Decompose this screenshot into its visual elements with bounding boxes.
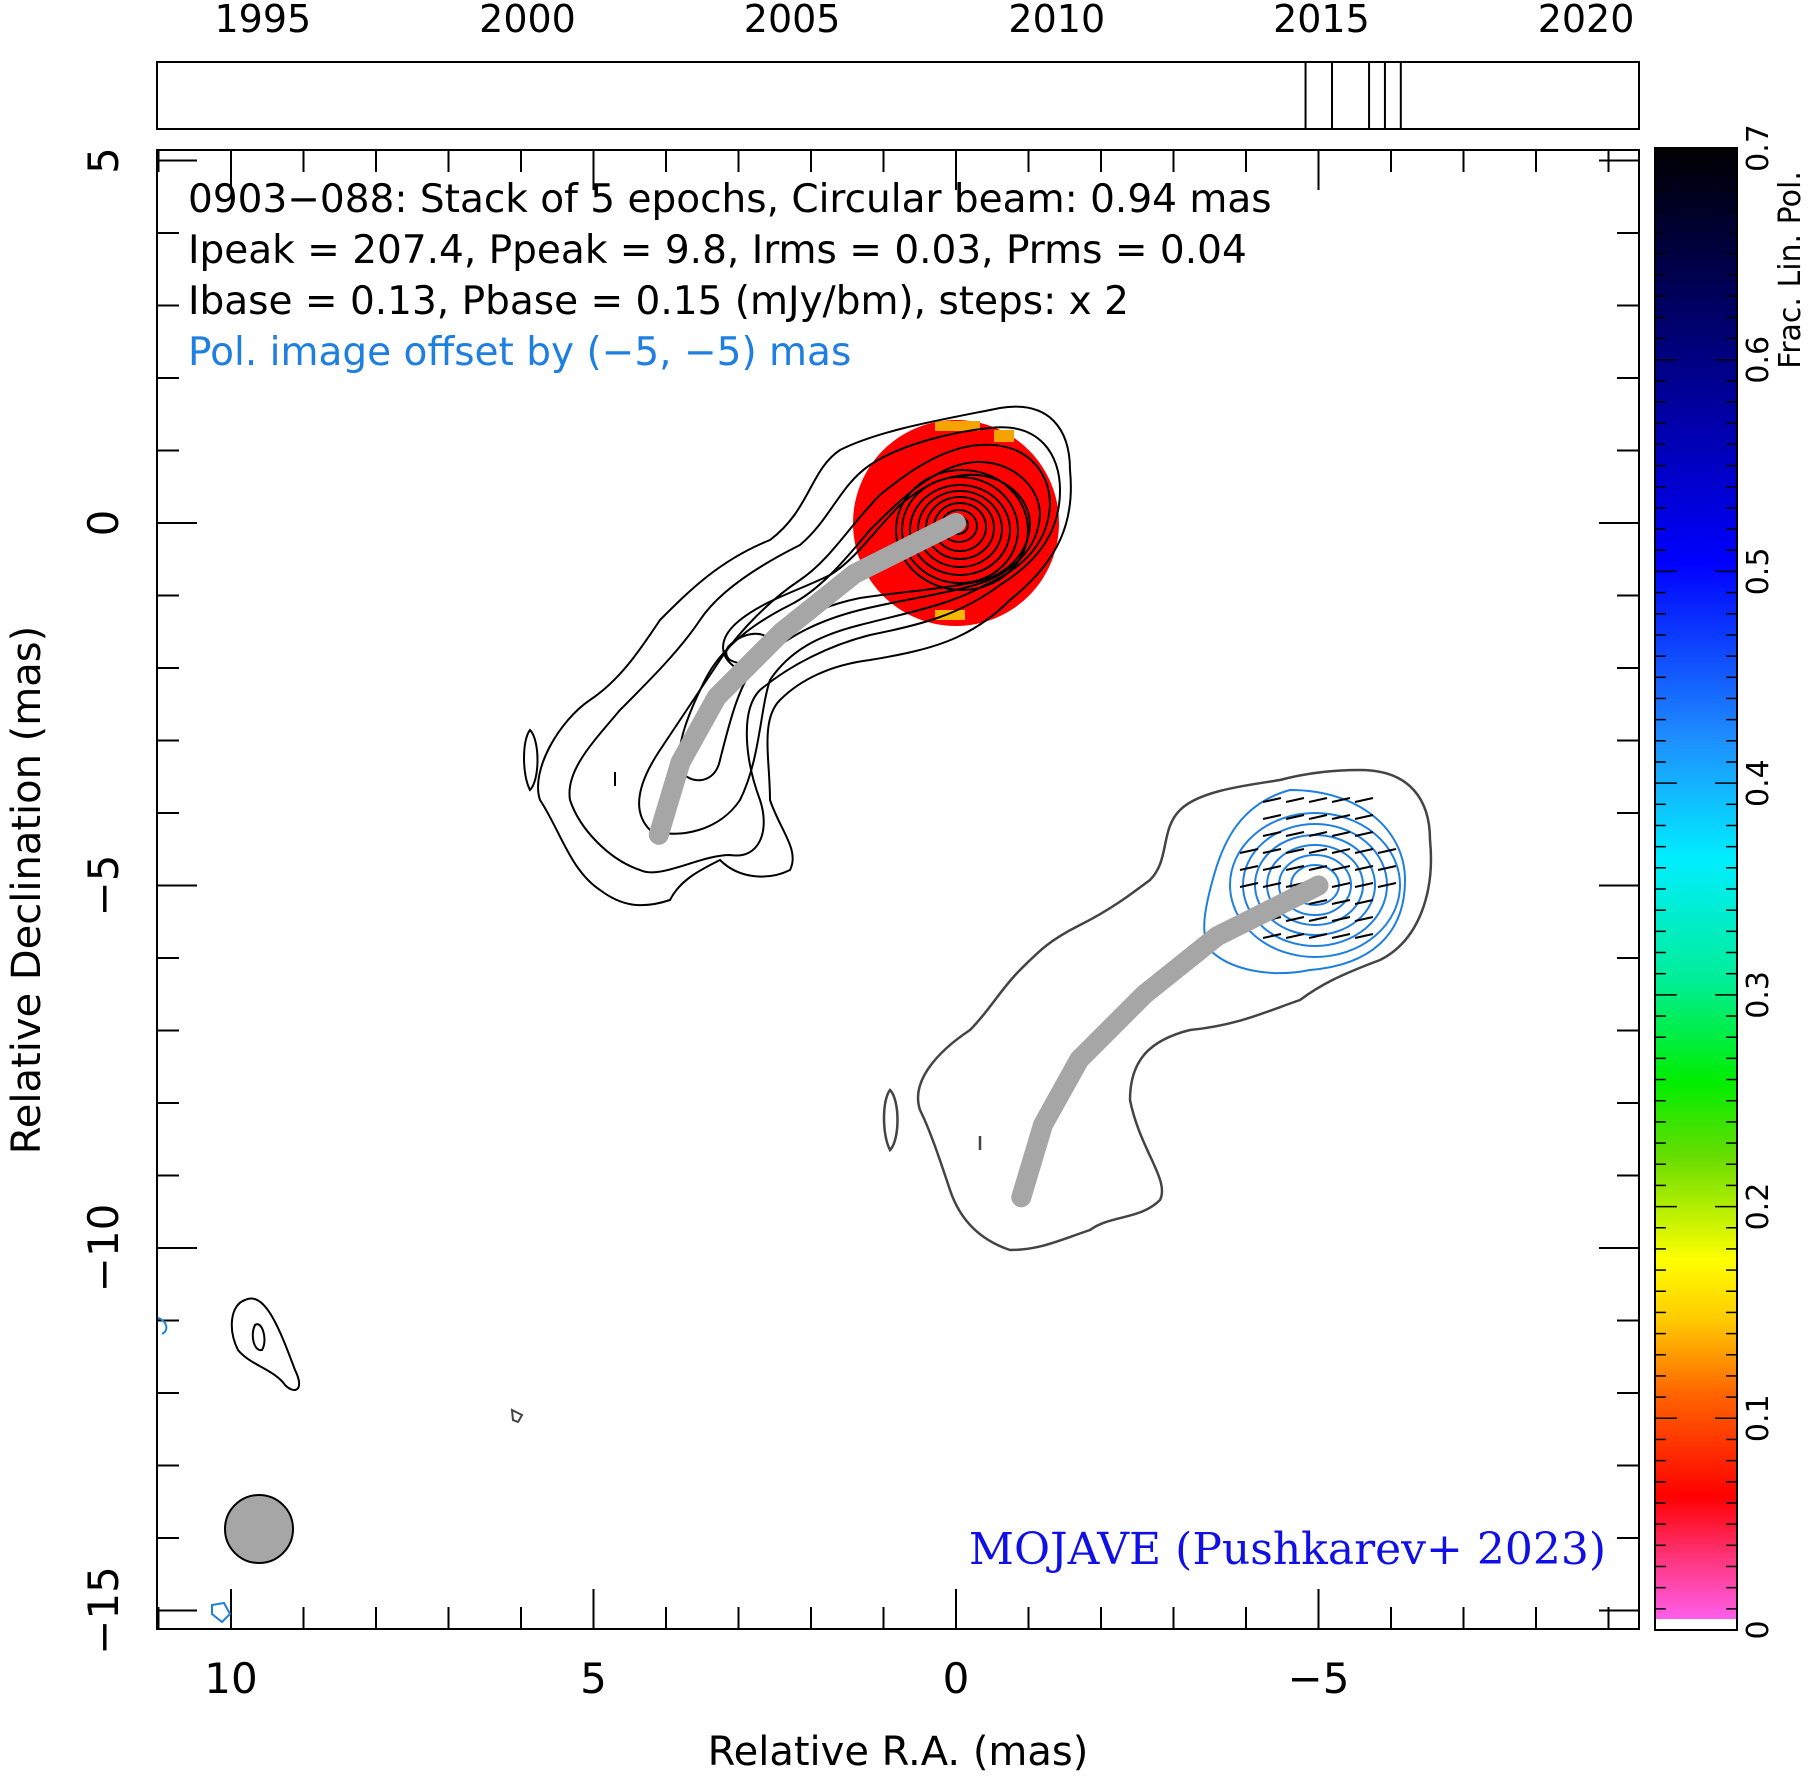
evpa-tick — [1262, 831, 1282, 837]
map-frame — [156, 149, 1640, 1630]
pol-speck-left — [157, 1317, 168, 1335]
epoch-timeline: 1995 2000 2005 2010 2015 2020 — [156, 0, 1640, 130]
evpa-tick — [1285, 814, 1305, 820]
evpa-tick — [1331, 882, 1351, 888]
colorbar-tick-label: 0.4 — [1741, 759, 1776, 807]
y-axis-title: Relative Declination (mas) — [4, 626, 50, 1154]
evpa-tick — [1308, 831, 1328, 837]
evpa-tick — [1262, 882, 1282, 888]
epoch-tick-labels: 1995 2000 2005 2010 2015 2020 — [214, 0, 1634, 41]
evpa-tick — [1285, 831, 1305, 837]
map-panel: 10 5 0 −5 5 0 −5 −10 −15 — [4, 147, 1640, 1775]
evpa-tick — [1285, 848, 1305, 854]
pol-speck-bottom — [211, 1601, 232, 1624]
evpa-tick — [1354, 933, 1374, 939]
evpa-tick — [1308, 865, 1328, 871]
evpa-tick — [1308, 933, 1328, 939]
evpa-tick — [1308, 848, 1328, 854]
colorbar-tick-label: 0.6 — [1741, 336, 1776, 384]
evpa-tick — [1354, 916, 1374, 922]
pol-offset-image — [882, 768, 1433, 1252]
colorbar-ticks: 0 0.1 0.2 0.3 0.4 0.5 0.6 0.7 — [1655, 124, 1776, 1640]
evpa-tick — [1285, 916, 1305, 922]
epoch-tick-label: 2010 — [1008, 0, 1105, 41]
evpa-tick — [1377, 882, 1397, 888]
info-line-3: Ibase = 0.13, Pbase = 0.15 (mJy/bm), ste… — [188, 279, 1129, 324]
evpa-tick — [1354, 797, 1374, 803]
pol-offset-note: Pol. image offset by (−5, −5) mas — [188, 330, 851, 375]
evpa-tick — [1308, 899, 1328, 905]
evpa-tick — [1308, 814, 1328, 820]
evpa-tick — [1239, 882, 1259, 888]
evpa-tick — [1262, 797, 1282, 803]
colorbar-tick-label: 0.7 — [1741, 124, 1776, 172]
evpa-tick — [1354, 848, 1374, 854]
x-tick-label: 5 — [580, 1654, 607, 1703]
y-tick-label: 5 — [79, 147, 128, 174]
evpa-tick — [1377, 865, 1397, 871]
evpa-tick — [1331, 916, 1351, 922]
evpa-tick — [1331, 899, 1351, 905]
colorbar-title: Frac. Lin. Pol. — [1773, 171, 1808, 369]
evpa-tick — [1262, 848, 1282, 854]
x-tick-label: 10 — [204, 1654, 257, 1703]
y-tick-label: −5 — [79, 855, 128, 917]
info-line-1: 0903−088: Stack of 5 epochs, Circular be… — [188, 177, 1272, 222]
y-tick-label: −10 — [79, 1204, 128, 1293]
evpa-tick — [1331, 814, 1351, 820]
info-line-2: Ipeak = 207.4, Ppeak = 9.8, Irms = 0.03,… — [188, 228, 1247, 273]
epoch-tick-label: 2020 — [1538, 0, 1635, 41]
evpa-tick — [1262, 865, 1282, 871]
evpa-tick — [1239, 865, 1259, 871]
axis-ticks — [157, 150, 1639, 1629]
epoch-axis-frame — [156, 61, 1640, 130]
evpa-tick — [1308, 797, 1328, 803]
evpa-tick — [1331, 865, 1351, 871]
credit-label: MOJAVE (Pushkarev+ 2023) — [969, 1524, 1606, 1575]
colorbar-gradient — [1654, 147, 1738, 1631]
evpa-tick — [1239, 848, 1259, 854]
epoch-markers — [1304, 62, 1402, 129]
evpa-tick — [1377, 848, 1397, 854]
colorbar-tick-label: 0 — [1741, 1620, 1776, 1639]
colorbar-tick-label: 0.1 — [1741, 1394, 1776, 1442]
evpa-tick — [1331, 797, 1351, 803]
evpa-tick — [1331, 848, 1351, 854]
jet-ridge-line — [648, 513, 966, 845]
x-tick-label: 0 — [943, 1654, 970, 1703]
y-tick-label: 0 — [79, 510, 128, 537]
evpa-tick — [1354, 882, 1374, 888]
isolated-contour-small — [510, 1408, 524, 1424]
x-tick-label: −5 — [1288, 1654, 1350, 1703]
evpa-tick — [1262, 814, 1282, 820]
axis-tick-labels: 10 5 0 −5 5 0 −5 −10 −15 — [79, 147, 1349, 1703]
epoch-tick-label: 2000 — [479, 0, 576, 41]
epoch-tick-label: 2005 — [744, 0, 841, 41]
colorbar-tick-label: 0.3 — [1741, 971, 1776, 1019]
evpa-tick — [1354, 814, 1374, 820]
evpa-tick — [1354, 865, 1374, 871]
epoch-tick-label: 1995 — [214, 0, 311, 41]
evpa-tick — [1308, 916, 1328, 922]
x-axis-title: Relative R.A. (mas) — [708, 1729, 1089, 1775]
epoch-tick-label: 2015 — [1273, 0, 1370, 41]
jet-ridge-line-offset — [1011, 875, 1329, 1208]
evpa-tick — [1285, 933, 1305, 939]
colorbar: 0 0.1 0.2 0.3 0.4 0.5 0.6 0.7 Frac. Lin. Pol. — [1654, 124, 1808, 1640]
restoring-beam — [224, 1494, 294, 1564]
colorbar-tick-label: 0.2 — [1741, 1183, 1776, 1231]
y-tick-label: −15 — [79, 1566, 128, 1655]
evpa-tick — [1262, 933, 1282, 939]
evpa-tick — [1331, 933, 1351, 939]
evpa-tick — [1331, 831, 1351, 837]
colorbar-tick-label: 0.5 — [1741, 548, 1776, 596]
evpa-tick — [1285, 797, 1305, 803]
evpa-tick — [1285, 865, 1305, 871]
stokes-i-contours — [230, 405, 1072, 1391]
evpa-tick — [1354, 831, 1374, 837]
pol-contours — [1203, 788, 1407, 975]
colorbar-bottom-gap — [1656, 1619, 1736, 1629]
evpa-tick — [1354, 899, 1374, 905]
